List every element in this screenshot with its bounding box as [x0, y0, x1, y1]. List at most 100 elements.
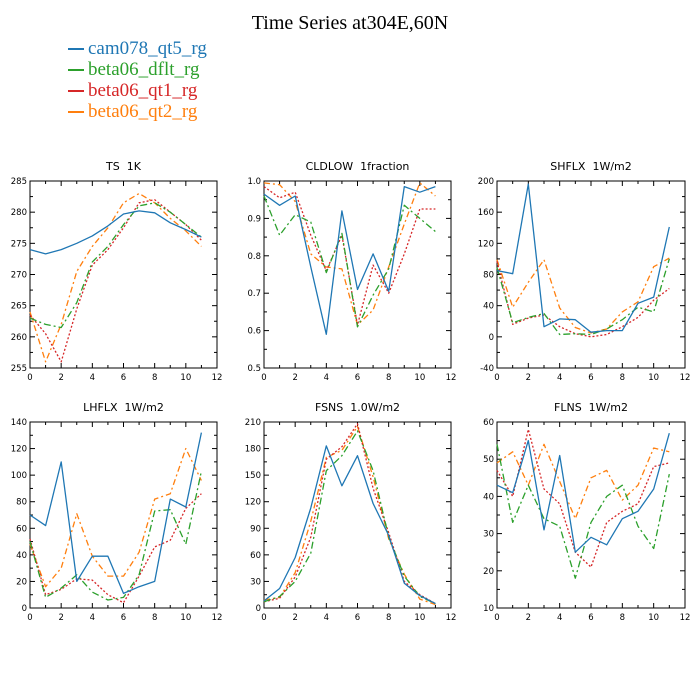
- x-tick-label: 10: [648, 373, 659, 383]
- y-tick-label: 260: [11, 333, 27, 343]
- x-tick-label: 0: [494, 373, 499, 383]
- y-tick-label: 0.5: [247, 364, 261, 374]
- x-tick-label: 6: [588, 373, 593, 383]
- x-tick-label: 12: [446, 613, 457, 623]
- x-tick-label: 12: [680, 373, 691, 383]
- y-tick-label: 270: [11, 271, 27, 281]
- series-line: [496, 261, 670, 338]
- y-tick-label: 0.9: [247, 214, 261, 224]
- y-tick-label: 0: [489, 333, 494, 343]
- x-tick-label: 8: [620, 373, 625, 383]
- y-tick-label: 100: [11, 471, 27, 481]
- y-tick-label: 0.6: [247, 327, 261, 337]
- plot-frame: [496, 180, 686, 369]
- series-line: [263, 423, 436, 605]
- chart-panel: CLDLOW 1fraction 0 2 4 6 8 10 12 0.5 0.6 0.7 0.8 0.9…: [247, 160, 456, 383]
- x-tick-label: 12: [212, 373, 223, 383]
- legend-swatch: [68, 47, 84, 50]
- y-tick-label: 80: [16, 498, 27, 508]
- y-tick-label: 275: [11, 239, 27, 249]
- legend-swatch: [68, 68, 84, 71]
- legend: cam078_qt5_rg beta06_dflt_rg beta06_qt1_…: [68, 38, 207, 122]
- x-tick-label: 8: [386, 613, 391, 623]
- series-line: [29, 471, 203, 601]
- legend-label: cam078_qt5_rg: [88, 38, 207, 59]
- plot-frame: [29, 421, 218, 609]
- x-tick-label: 10: [414, 613, 425, 623]
- x-tick-label: 8: [386, 373, 391, 383]
- x-tick-label: 0: [27, 613, 32, 623]
- series-line: [29, 210, 202, 255]
- y-tick-label: 0.7: [247, 289, 261, 299]
- series-line: [29, 493, 202, 604]
- x-tick-label: 6: [355, 373, 360, 383]
- panel-title: LHFLX 1W/m2: [83, 401, 164, 414]
- legend-entry: cam078_qt5_rg: [68, 38, 207, 59]
- x-tick-label: 6: [355, 613, 360, 623]
- y-tick-label: 30: [483, 530, 494, 540]
- y-tick-label: 120: [245, 498, 261, 508]
- chart-title: Time Series at304E,60N: [251, 12, 449, 34]
- y-tick-label: 40: [483, 492, 494, 502]
- x-tick-label: 10: [414, 373, 425, 383]
- y-tick-label: 0.8: [247, 252, 261, 262]
- legend-label: beta06_dflt_rg: [88, 59, 200, 80]
- series-line: [29, 199, 202, 363]
- x-tick-label: 8: [152, 373, 157, 383]
- series-line: [496, 444, 670, 579]
- series-line: [29, 192, 202, 363]
- x-tick-label: 2: [526, 373, 531, 383]
- y-tick-label: -40: [480, 364, 494, 374]
- legend-swatch: [68, 110, 84, 113]
- y-tick-label: 120: [11, 445, 27, 455]
- x-tick-label: 12: [446, 373, 457, 383]
- x-tick-label: 0: [27, 373, 32, 383]
- series-line: [496, 183, 670, 333]
- series-line: [496, 433, 670, 553]
- x-tick-label: 4: [557, 373, 562, 383]
- y-tick-label: 255: [11, 364, 27, 374]
- x-tick-label: 2: [292, 613, 297, 623]
- series-line: [263, 186, 436, 326]
- y-tick-label: 210: [245, 418, 261, 428]
- plot-frame: [29, 180, 218, 369]
- x-tick-label: 6: [588, 613, 593, 623]
- y-tick-label: 90: [250, 524, 261, 534]
- x-tick-label: 0: [261, 373, 266, 383]
- y-tick-label: 150: [245, 471, 261, 481]
- y-tick-label: 160: [478, 208, 494, 218]
- series-line: [29, 202, 202, 329]
- panel-title: FLNS 1W/m2: [554, 401, 628, 414]
- x-tick-label: 6: [121, 373, 126, 383]
- series-line: [263, 445, 436, 605]
- x-tick-label: 4: [324, 613, 329, 623]
- plot-frame: [263, 421, 452, 609]
- panel-title: SHFLX 1W/m2: [550, 160, 632, 173]
- y-tick-label: 280: [11, 208, 27, 218]
- x-tick-label: 4: [557, 613, 562, 623]
- y-tick-label: 0: [22, 604, 27, 614]
- x-tick-label: 12: [212, 613, 223, 623]
- y-tick-label: 60: [16, 524, 27, 534]
- series-line: [496, 443, 670, 520]
- y-tick-label: 80: [483, 271, 494, 281]
- y-tick-label: 20: [16, 577, 27, 587]
- series-line: [29, 447, 202, 588]
- y-tick-label: 50: [483, 455, 494, 465]
- panel-title: CLDLOW 1fraction: [306, 160, 410, 173]
- series-line: [263, 430, 436, 605]
- y-tick-label: 285: [11, 177, 27, 187]
- y-tick-label: 30: [250, 577, 261, 587]
- y-tick-label: 120: [478, 239, 494, 249]
- x-tick-label: 0: [494, 613, 499, 623]
- x-tick-label: 2: [58, 613, 63, 623]
- x-tick-label: 2: [58, 373, 63, 383]
- panel-title: TS 1K: [105, 160, 142, 173]
- x-tick-label: 8: [620, 613, 625, 623]
- legend-entry: beta06_qt2_rg: [68, 101, 207, 122]
- y-tick-label: 265: [11, 302, 27, 312]
- series-line: [496, 428, 670, 568]
